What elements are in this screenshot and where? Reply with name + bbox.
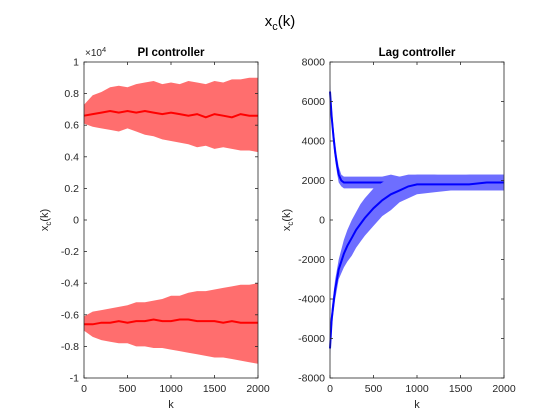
mean-line-1 (329, 181, 504, 349)
y-exponent-label: ×104 (85, 45, 106, 59)
x-axis-label: k (168, 399, 174, 411)
y-axis-label-main: x (39, 225, 51, 231)
x-axis-label: k (414, 399, 420, 411)
y-tick-label: -0.2 (61, 246, 79, 258)
y-tick-label: -1 (70, 373, 79, 385)
pi-controller-panel: 0 500 1000 1500 2000 -1 -0.8 -0.6 -0.4 -0.2 0 0.2 0.… (39, 45, 270, 411)
y-tick-label: -2000 (298, 254, 325, 266)
x-tick-label: 2000 (246, 383, 270, 395)
lag-controller-panel: 0 500 1000 1500 2000 -8000 -6000 -4000 -2000 0 200… (281, 47, 516, 411)
figure-title-main: x (265, 13, 273, 30)
y-tick-label: -0.6 (61, 309, 79, 321)
x-tick-label: 2000 (492, 383, 516, 395)
y-axis-label-tail: (k) (39, 209, 51, 222)
y-tick-label: 0.2 (64, 183, 79, 195)
y-tick-label: 6000 (302, 96, 326, 108)
x-tick-label: 1500 (449, 383, 473, 395)
y-tick-label: 8000 (302, 57, 326, 69)
confidence-band-0 (84, 77, 258, 153)
panel-title: PI controller (137, 47, 205, 59)
y-tick-label: 1 (73, 57, 79, 69)
y-tick-label: -4000 (298, 294, 325, 306)
mean-line-0 (83, 109, 258, 119)
y-tick-label: 0 (73, 215, 79, 227)
panel-title: Lag controller (379, 47, 456, 59)
x-tick-label: 1500 (203, 383, 227, 395)
y-axis-label-subscript: c (44, 222, 53, 226)
y-exponent-base: ×10 (85, 48, 102, 59)
confidence-band-1 (330, 174, 504, 357)
x-tick-label: 1000 (405, 383, 429, 395)
y-tick-label: 0.6 (64, 120, 79, 132)
y-tick-label: 2000 (302, 175, 326, 187)
y-axis-label: xc(k) (39, 209, 53, 231)
confidence-band-1 (84, 283, 258, 364)
y-tick-label: 0 (319, 215, 325, 227)
y-exponent-power: 4 (102, 45, 106, 54)
figure-title-subscript: c (272, 21, 278, 33)
y-axis-label-main: x (281, 225, 293, 231)
figure-title: xc(k) (265, 13, 296, 33)
y-tick-label: 0.8 (64, 88, 79, 100)
x-tick-label: 1000 (159, 383, 183, 395)
x-tick-label: 500 (119, 383, 137, 395)
y-axis-label: xc(k) (281, 209, 295, 231)
y-axis-label-subscript: c (286, 222, 295, 226)
mean-line-1 (84, 318, 258, 326)
y-tick-label: -6000 (298, 333, 325, 345)
y-tick-label: 0.4 (64, 151, 79, 163)
x-tick-label: 500 (365, 383, 383, 395)
y-axis-label-tail: (k) (281, 209, 293, 222)
x-tick-label: 0 (81, 383, 87, 395)
y-tick-label: -0.8 (61, 341, 79, 353)
y-tick-label: -0.4 (61, 278, 79, 290)
figure-title-tail: (k) (278, 13, 296, 30)
x-tick-label: 0 (327, 383, 333, 395)
y-tick-label: 4000 (302, 136, 326, 148)
y-tick-label: -8000 (298, 373, 325, 385)
